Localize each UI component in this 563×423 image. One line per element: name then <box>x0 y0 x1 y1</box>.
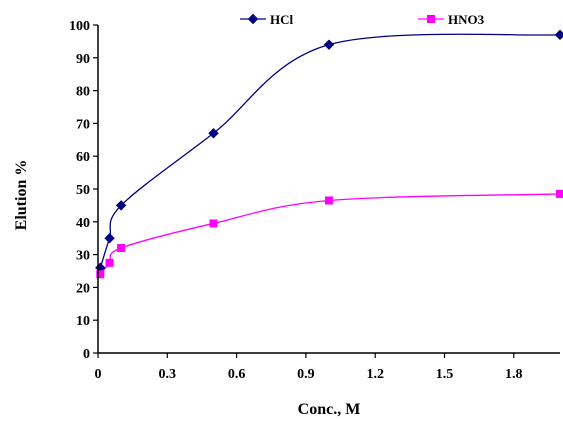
plot-lines <box>99 33 561 275</box>
x-tick-label: 0.3 <box>159 367 177 382</box>
y-tick-label: 80 <box>76 85 90 100</box>
plot-markers <box>95 29 563 279</box>
legend-marker-hno3 <box>427 15 435 23</box>
x-tick-label: 1.8 <box>505 367 523 382</box>
series-line-hno3 <box>99 193 561 275</box>
y-tick-label: 30 <box>76 249 90 264</box>
x-tick-label: 0 <box>95 367 102 382</box>
legend: HCl HNO3 <box>240 12 485 27</box>
data-point-hno3 <box>96 270 105 279</box>
data-point-hcl <box>104 232 115 244</box>
y-tick-label: 70 <box>76 117 90 132</box>
data-point-hno3 <box>556 189 563 198</box>
x-tick-label: 1.5 <box>436 367 454 382</box>
ticks: 0 10 20 30 40 50 60 70 80 90 100 0 0.3 0.6 0.9 1.2 1.5 1.… <box>69 19 523 382</box>
y-tick-label: 50 <box>76 183 90 198</box>
series-line-hcl <box>99 33 561 268</box>
y-tick-label: 100 <box>69 19 90 34</box>
y-tick-label: 40 <box>76 216 90 231</box>
data-point-hno3 <box>209 219 218 228</box>
data-point-hcl <box>208 128 219 139</box>
data-point-hcl <box>554 29 563 41</box>
x-tick-label: 0.9 <box>297 367 315 382</box>
data-point-hcl <box>323 39 335 50</box>
y-tick-label: 0 <box>83 347 90 362</box>
y-tick-label: 10 <box>76 314 90 329</box>
x-axis-title: Conc., M <box>298 401 361 418</box>
x-tick-label: 1.2 <box>366 367 384 382</box>
y-tick-label: 60 <box>76 150 90 165</box>
data-point-hno3 <box>117 244 126 253</box>
data-point-hcl <box>115 200 127 211</box>
y-axis-title: Elution % <box>13 160 30 231</box>
legend-label-hcl: HCl <box>270 12 294 27</box>
legend-marker-hcl <box>247 13 259 25</box>
y-tick-label: 90 <box>76 52 90 67</box>
x-tick-label: 0.6 <box>228 367 246 382</box>
data-point-hno3 <box>105 258 114 267</box>
legend-label-hno3: HNO3 <box>448 12 485 27</box>
axes <box>97 25 560 354</box>
data-point-hno3 <box>325 196 333 205</box>
y-tick-label: 20 <box>76 281 90 296</box>
